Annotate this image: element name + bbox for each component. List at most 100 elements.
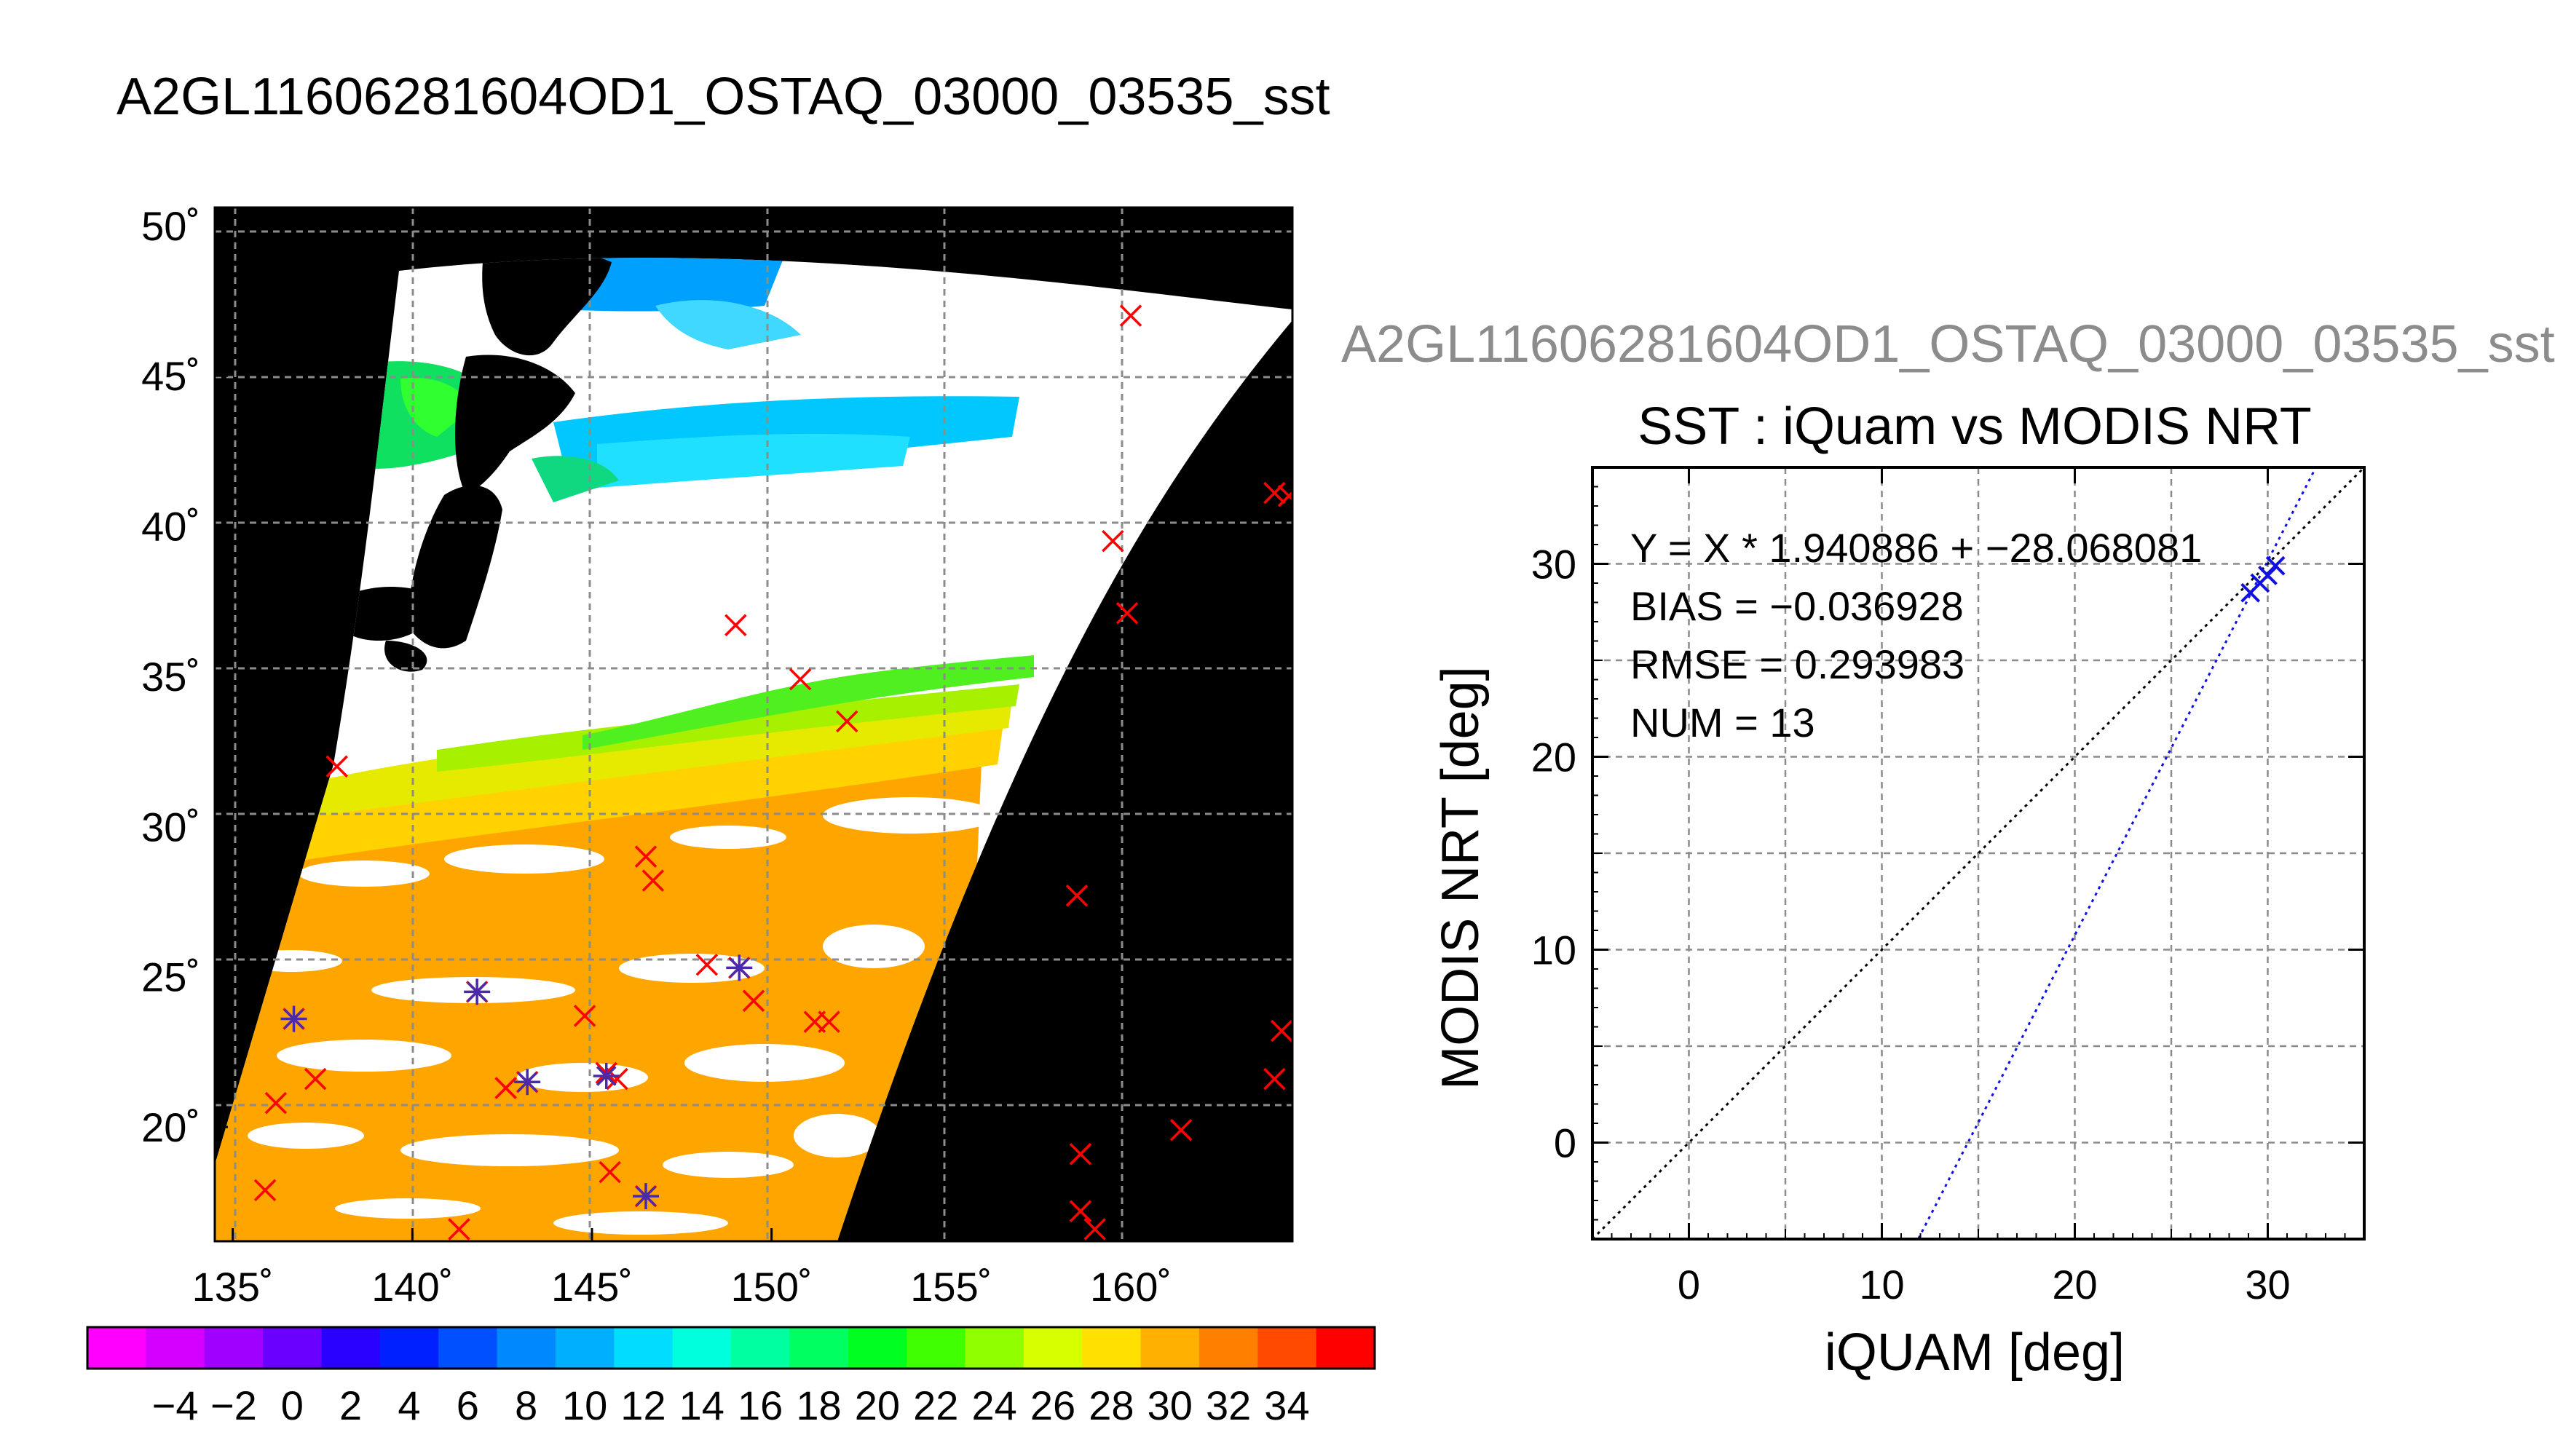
colorbar-swatch bbox=[438, 1327, 498, 1369]
sst-cool-region bbox=[583, 655, 1034, 750]
colorbar-swatch bbox=[731, 1327, 790, 1369]
main-title: A2GL11606281604OD1_OSTAQ_03000_03535_sst bbox=[117, 68, 1330, 126]
colorbar-swatch bbox=[614, 1327, 674, 1369]
colorbar-tick-label: −4 bbox=[152, 1382, 199, 1428]
buoy-marker bbox=[1270, 1019, 1292, 1042]
buoy-marker bbox=[634, 845, 657, 868]
colorbar-swatch bbox=[263, 1327, 322, 1369]
colorbar-tick-label: 26 bbox=[1030, 1382, 1075, 1428]
colorbar-swatch bbox=[204, 1327, 264, 1369]
map-y-tick-label: 50˚ bbox=[141, 203, 200, 249]
colorbar-swatch bbox=[321, 1327, 381, 1369]
colorbar-tick-label: 24 bbox=[971, 1382, 1016, 1428]
buoy-marker bbox=[1263, 481, 1286, 505]
map-x-tick-label: 140˚ bbox=[371, 1264, 453, 1310]
colorbar-swatch bbox=[1023, 1327, 1083, 1369]
colorbar-tick-label: 8 bbox=[515, 1382, 537, 1428]
buoy-marker bbox=[325, 755, 348, 778]
japan-land bbox=[328, 258, 612, 672]
buoy-marker bbox=[1065, 885, 1089, 907]
colorbar-swatch bbox=[848, 1327, 907, 1369]
buoy-marker bbox=[599, 1160, 621, 1184]
scatter-y-tick-label: 20 bbox=[1531, 735, 1576, 780]
buoy-marker bbox=[304, 1067, 327, 1091]
colorbar-tick-label: 18 bbox=[796, 1382, 841, 1428]
colorbar-swatch bbox=[907, 1327, 965, 1369]
buoy-marker bbox=[695, 953, 719, 976]
colorbar-tick-label: 4 bbox=[398, 1382, 420, 1428]
colorbar-tick-label: 34 bbox=[1264, 1382, 1309, 1428]
colorbar-tick-label: −2 bbox=[210, 1382, 257, 1428]
scatter-x-tick-label: 20 bbox=[2052, 1262, 2097, 1307]
buoy-marker bbox=[253, 1179, 277, 1202]
buoy-marker bbox=[573, 1005, 596, 1027]
colorbar-swatch bbox=[555, 1327, 615, 1369]
buoy-marker bbox=[1277, 485, 1292, 507]
scatter-point bbox=[2265, 555, 2286, 576]
sst-mid-region bbox=[218, 713, 1005, 874]
fit-stat-annotation: NUM = 13 bbox=[1630, 700, 1815, 745]
colorbar-swatch bbox=[672, 1327, 732, 1369]
colorbar-tick-label: 12 bbox=[620, 1382, 666, 1428]
colorbar-tick-label: 22 bbox=[913, 1382, 958, 1428]
fit-line bbox=[1916, 467, 2318, 1239]
matchup-marker bbox=[464, 978, 491, 1005]
map-y-tick-label: 25˚ bbox=[141, 954, 200, 1000]
colorbar-swatch bbox=[1140, 1327, 1200, 1369]
buoy-marker bbox=[1169, 1119, 1193, 1142]
map-x-tick-label: 135˚ bbox=[192, 1264, 274, 1310]
colorbar-tick-label: 0 bbox=[281, 1382, 304, 1428]
sst-map: 135˚ 140˚ 145˚ 150˚ 155˚ 160˚ 50˚ 45˚ 40˚ 35˚ 30˚ 2… bbox=[86, 203, 1376, 1428]
colorbar-tick-label: 14 bbox=[679, 1382, 724, 1428]
scatter-x-tick-label: 30 bbox=[2245, 1262, 2290, 1307]
map-x-tick-label: 150˚ bbox=[731, 1264, 813, 1310]
map-x-tick-label: 145˚ bbox=[551, 1264, 633, 1310]
buoy-marker bbox=[494, 1077, 517, 1099]
matchup-marker bbox=[280, 1005, 307, 1032]
colorbar-tick-label: 16 bbox=[738, 1382, 783, 1428]
map-gridlines bbox=[215, 207, 1292, 1241]
buoy-marker bbox=[1069, 1200, 1092, 1222]
map-y-tick-label: 30˚ bbox=[141, 804, 200, 850]
matchup-marker bbox=[593, 1062, 620, 1089]
buoy-marker bbox=[641, 869, 665, 892]
sst-warm-region bbox=[215, 728, 983, 1241]
scatter-y-tick-label: 0 bbox=[1554, 1120, 1576, 1166]
buoy-marker bbox=[448, 1218, 470, 1241]
map-x-tick-label: 155˚ bbox=[910, 1264, 992, 1310]
scatter-x-tick-label: 0 bbox=[1678, 1262, 1700, 1307]
map-y-tick-label: 20˚ bbox=[141, 1104, 200, 1150]
scatter-x-tick-label: 10 bbox=[1859, 1262, 1904, 1307]
colorbar-swatch bbox=[1257, 1327, 1317, 1369]
scatter-header-label: A2GL11606281604OD1_OSTAQ_03000_03535_sst bbox=[1341, 315, 2555, 373]
map-y-tick-label: 40˚ bbox=[141, 504, 200, 550]
colorbar-swatch bbox=[379, 1327, 439, 1369]
fit-stat-annotation: RMSE = 0.293983 bbox=[1630, 641, 1964, 687]
colorbar-tick-label: 2 bbox=[339, 1382, 362, 1428]
scatter-gridlines bbox=[1592, 467, 2364, 1239]
buoy-marker bbox=[724, 614, 747, 637]
colorbar-tick-label: 10 bbox=[562, 1382, 607, 1428]
colorbar-tick-label: 30 bbox=[1148, 1382, 1193, 1428]
colorbar-tick-label: 6 bbox=[457, 1382, 479, 1428]
colorbar-swatch bbox=[497, 1327, 556, 1369]
colorbar-swatch bbox=[965, 1327, 1024, 1369]
buoy-marker bbox=[264, 1091, 288, 1115]
buoy-marker bbox=[1083, 1218, 1106, 1241]
buoy-marker bbox=[1115, 602, 1139, 625]
buoy-marker bbox=[818, 1010, 840, 1033]
colorbar-swatch bbox=[1082, 1327, 1142, 1369]
buoy-marker bbox=[1069, 1143, 1092, 1166]
scatter-y-tick-label: 30 bbox=[1531, 542, 1576, 587]
colorbar-tick-label: 20 bbox=[855, 1382, 900, 1428]
colorbar-swatch bbox=[87, 1327, 146, 1369]
buoy-marker bbox=[1263, 1067, 1286, 1091]
matchup-marker bbox=[726, 954, 753, 981]
matchup-marker bbox=[633, 1183, 659, 1210]
x-axis-label: iQUAM [deg] bbox=[1825, 1324, 2125, 1382]
buoy-marker bbox=[1119, 304, 1142, 327]
colorbar-swatch bbox=[1198, 1327, 1258, 1369]
colorbar-swatch bbox=[1316, 1327, 1375, 1369]
buoy-marker bbox=[742, 989, 765, 1013]
